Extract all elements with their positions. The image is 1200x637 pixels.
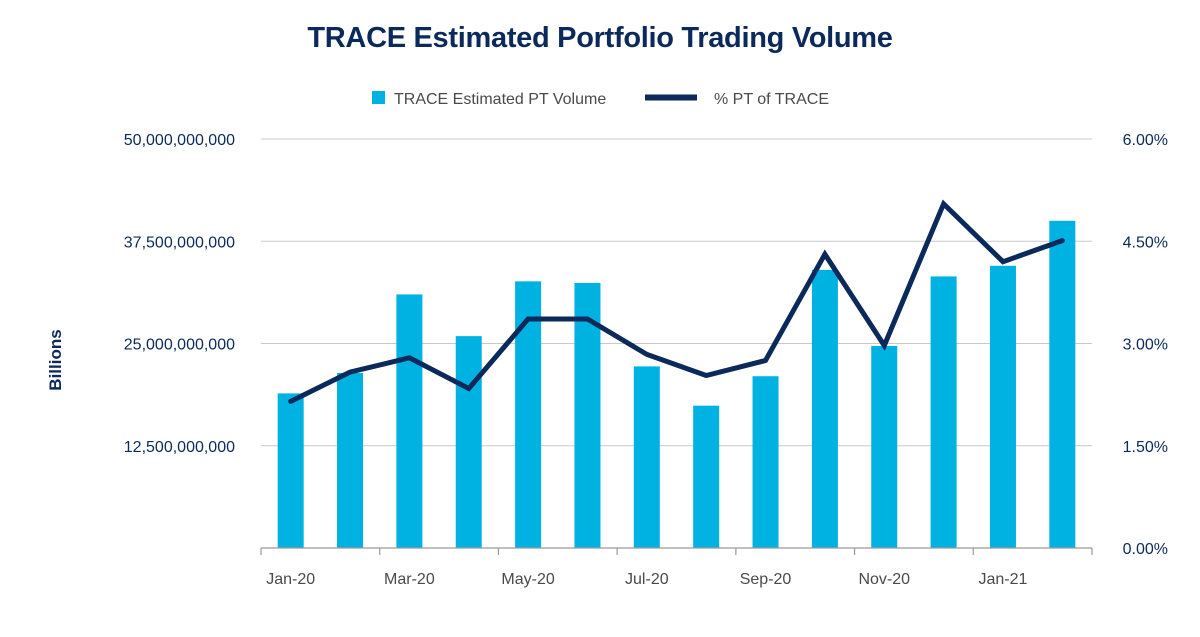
y-tick-label-right: 4.50% <box>1123 234 1168 251</box>
x-tick-label: Nov-20 <box>858 571 910 588</box>
bar <box>752 376 779 548</box>
gridlines <box>261 138 1092 447</box>
bar <box>277 393 304 548</box>
line-series <box>288 199 1065 404</box>
legend-line-label: % PT of TRACE <box>714 91 829 108</box>
x-tick-label: May-20 <box>501 571 554 588</box>
bar <box>1049 220 1076 549</box>
y-tick-label-right: 3.00% <box>1123 337 1168 354</box>
x-tick-label: Jan-20 <box>266 571 315 588</box>
bar-series <box>277 220 1076 549</box>
series-line <box>288 199 1065 404</box>
bar <box>455 336 482 548</box>
y-tick-label-right: 1.50% <box>1123 439 1168 456</box>
y-tick-label-left: 25,000,000,000 <box>124 337 235 354</box>
bar <box>396 294 423 548</box>
y-tick-label-right: 0.00% <box>1123 541 1168 558</box>
chart-title: TRACE Estimated Portfolio Trading Volume <box>307 22 893 54</box>
legend: TRACE Estimated PT Volume % PT of TRACE <box>372 91 829 108</box>
x-tick-label: Jul-20 <box>625 571 669 588</box>
y-tick-label-left: 12,500,000,000 <box>124 439 235 456</box>
bar <box>811 269 838 548</box>
bar <box>633 366 660 548</box>
y-tick-label-left: 37,500,000,000 <box>124 234 235 251</box>
x-tick-label: Jan-21 <box>979 571 1028 588</box>
y-tick-label-left: 50,000,000,000 <box>124 132 235 149</box>
bar <box>337 372 364 548</box>
legend-bar-swatch <box>372 91 385 104</box>
bar <box>871 345 898 548</box>
y-axis-label: Billions <box>46 329 65 390</box>
legend-bar-label: TRACE Estimated PT Volume <box>394 91 606 108</box>
y-tick-label-right: 6.00% <box>1123 132 1168 149</box>
bar <box>989 265 1016 548</box>
bar <box>574 282 601 548</box>
x-tick-label: Mar-20 <box>384 571 435 588</box>
x-tick-label: Sep-20 <box>740 571 792 588</box>
bar <box>693 405 720 548</box>
axes: 0.00% 12,500,000,000 1.50% 25,000,000,000 3.… <box>124 132 1168 588</box>
bar <box>930 276 957 548</box>
